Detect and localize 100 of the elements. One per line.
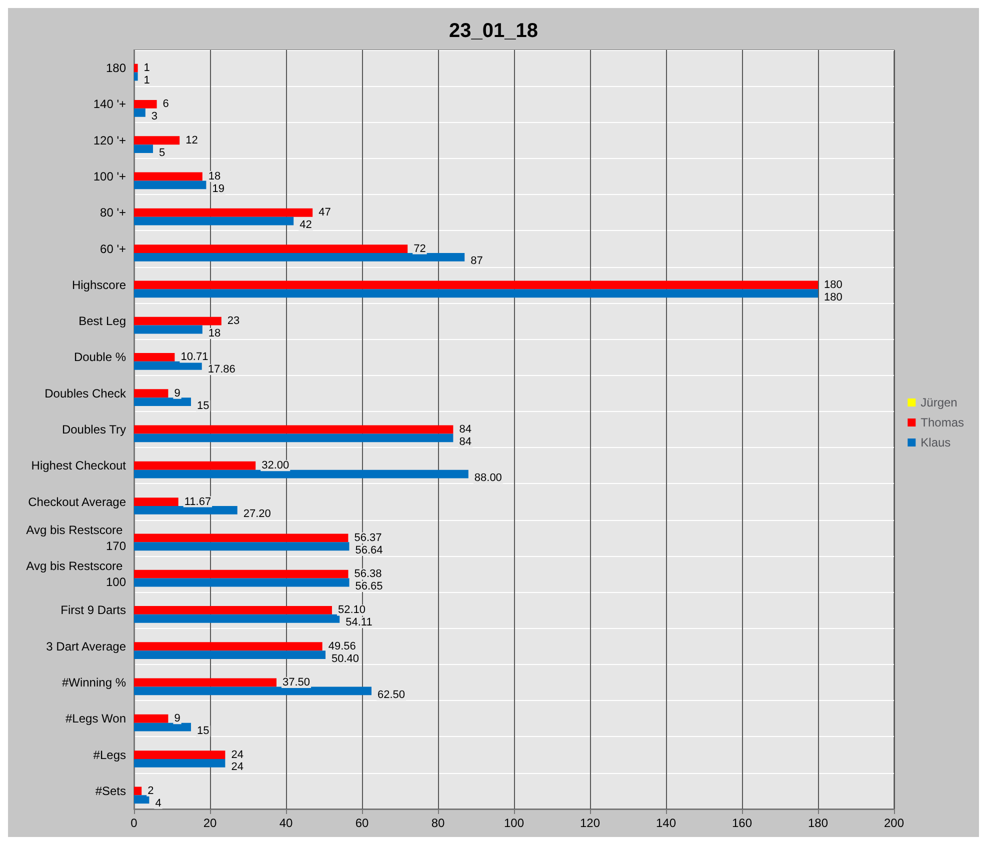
data-label: 49.56 — [328, 640, 356, 652]
y-tick-label: Double % — [74, 350, 126, 364]
bar — [134, 686, 372, 696]
bar — [134, 64, 138, 72]
bar — [134, 434, 454, 442]
bar — [134, 795, 150, 804]
data-label: 11.67 — [184, 496, 212, 508]
x-tick-label: 0 — [130, 816, 138, 830]
data-label: 15 — [197, 400, 210, 412]
data-label: 84 — [459, 436, 472, 448]
y-tick-label: #Sets — [95, 784, 126, 798]
y-tick-label: 140 '+ — [93, 97, 126, 112]
data-label: 56.38 — [354, 568, 382, 580]
bar — [134, 361, 202, 370]
y-tick-label: #Legs — [93, 748, 126, 762]
data-label: 19 — [212, 182, 224, 195]
bar — [134, 136, 180, 145]
legend-label: Thomas — [920, 416, 964, 430]
y-tick-label: First 9 Darts — [60, 603, 126, 618]
data-label: 56.37 — [354, 532, 382, 544]
y-tick-label: 3 Dart Average — [46, 639, 126, 654]
bar — [134, 759, 226, 768]
bar — [134, 570, 348, 578]
bar — [134, 642, 322, 651]
bar — [134, 216, 294, 226]
bar — [134, 578, 350, 587]
bar — [134, 180, 206, 190]
data-label: 1 — [144, 74, 150, 87]
data-label: 18 — [208, 328, 221, 340]
data-label: 47 — [318, 206, 331, 219]
bar — [134, 750, 226, 759]
bar — [134, 353, 175, 362]
bar — [134, 253, 465, 262]
y-tick-label: Best Leg — [78, 314, 126, 328]
data-label: 24 — [231, 761, 244, 774]
y-tick-label: Highest Checkout — [31, 458, 127, 473]
data-label: 180 — [824, 291, 842, 304]
y-tick-label: 120 '+ — [93, 133, 126, 148]
x-tick-label: 20 — [203, 816, 217, 830]
data-label: 23 — [227, 315, 240, 328]
legend-label: Jürgen — [920, 396, 958, 410]
y-tick-label: Avg bis Restscore 100 — [26, 559, 126, 590]
bar — [134, 280, 818, 290]
data-label: 18 — [208, 170, 221, 182]
y-tick-label: 80 '+ — [100, 206, 126, 220]
x-tick-label: 180 — [808, 816, 828, 830]
data-label: 42 — [300, 219, 312, 232]
bar — [134, 172, 202, 181]
bar — [134, 506, 238, 514]
data-label: 62.50 — [378, 688, 406, 701]
y-tick-label: #Legs Won — [66, 712, 126, 726]
data-label: 17.86 — [208, 364, 236, 376]
y-tick-label: Doubles Check — [44, 386, 127, 400]
data-label: 4 — [155, 797, 162, 810]
bar — [134, 534, 348, 542]
bar — [134, 498, 178, 506]
bar — [134, 289, 818, 298]
bar — [134, 678, 276, 687]
bar — [134, 470, 468, 478]
bar — [134, 100, 157, 108]
y-tick-label: Avg bis Restscore 170 — [26, 522, 126, 553]
data-label: 37.50 — [282, 676, 310, 688]
data-label: 15 — [197, 725, 210, 738]
bar — [134, 650, 326, 660]
bar — [134, 714, 168, 723]
bar — [134, 398, 191, 406]
y-tick-label: #Winning % — [62, 676, 126, 690]
y-tick-label: Doubles Try — [62, 422, 126, 436]
bar — [134, 722, 191, 732]
x-tick-label: 140 — [656, 816, 676, 830]
bar — [134, 108, 146, 117]
bar — [134, 542, 350, 551]
bar — [134, 144, 153, 154]
legend-label: Klaus — [920, 436, 951, 450]
x-tick-label: 80 — [431, 816, 445, 830]
bar — [134, 606, 332, 614]
y-tick-label: 100 '+ — [93, 170, 126, 184]
x-tick-label: 160 — [732, 816, 752, 830]
data-label: 12 — [186, 134, 198, 146]
data-label: 84 — [459, 424, 472, 436]
data-label: 54.11 — [346, 616, 372, 629]
bar — [134, 461, 256, 470]
data-label: 1 — [144, 62, 150, 74]
data-label: 87 — [470, 255, 483, 268]
data-label: 10.71 — [180, 351, 208, 364]
bar — [134, 244, 408, 253]
data-label: 27.20 — [243, 508, 271, 520]
x-tick-label: 100 — [504, 816, 524, 830]
bar — [134, 72, 138, 81]
data-label: 5 — [159, 146, 166, 159]
data-label: 88.00 — [474, 472, 502, 484]
x-tick-label: 120 — [580, 816, 600, 830]
data-label: 9 — [174, 387, 180, 400]
bar — [134, 389, 168, 398]
data-label: 56.64 — [355, 544, 383, 556]
bar — [134, 786, 142, 796]
data-label: 56.65 — [355, 580, 383, 593]
data-label: 50.40 — [332, 652, 360, 665]
y-tick-label: 180 — [106, 61, 126, 76]
data-label: 6 — [162, 98, 169, 110]
